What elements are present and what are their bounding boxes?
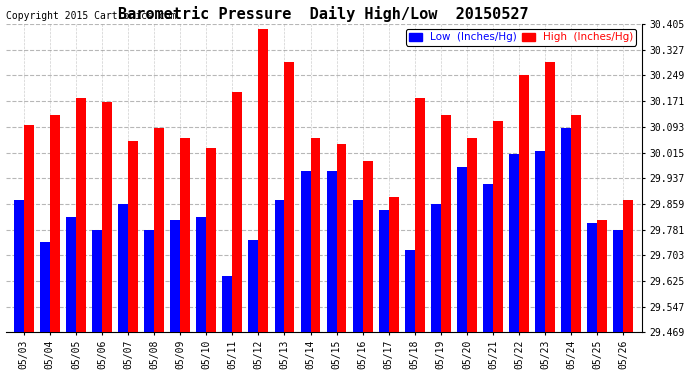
Title: Barometric Pressure  Daily High/Low  20150527: Barometric Pressure Daily High/Low 20150… — [118, 6, 529, 21]
Bar — [248, 240, 258, 332]
Bar — [154, 128, 164, 332]
Bar — [379, 210, 388, 332]
Bar — [405, 250, 415, 332]
Bar — [509, 154, 519, 332]
Bar — [493, 121, 503, 332]
Bar — [76, 98, 86, 332]
Bar — [128, 141, 138, 332]
Bar — [587, 224, 598, 332]
Bar — [50, 115, 60, 332]
Bar — [92, 230, 102, 332]
Bar — [170, 220, 180, 332]
Bar — [144, 230, 154, 332]
Bar — [415, 98, 424, 332]
Bar — [363, 161, 373, 332]
Bar — [613, 230, 623, 332]
Bar — [206, 148, 216, 332]
Bar — [388, 197, 399, 332]
Bar — [102, 102, 112, 332]
Bar — [545, 62, 555, 332]
Bar — [535, 151, 545, 332]
Bar — [14, 200, 23, 332]
Bar — [483, 184, 493, 332]
Bar — [353, 200, 363, 332]
Bar — [258, 29, 268, 332]
Bar — [431, 204, 441, 332]
Bar — [519, 75, 529, 332]
Bar — [457, 167, 467, 332]
Bar — [23, 124, 34, 332]
Bar — [284, 62, 295, 332]
Bar — [118, 204, 128, 332]
Bar — [326, 171, 337, 332]
Bar — [180, 138, 190, 332]
Bar — [301, 171, 310, 332]
Bar — [66, 217, 76, 332]
Bar — [623, 200, 633, 332]
Bar — [310, 138, 320, 332]
Bar — [561, 128, 571, 332]
Bar — [598, 220, 607, 332]
Bar — [40, 242, 50, 332]
Legend: Low  (Inches/Hg), High  (Inches/Hg): Low (Inches/Hg), High (Inches/Hg) — [406, 29, 636, 46]
Bar — [233, 92, 242, 332]
Bar — [197, 217, 206, 332]
Bar — [571, 115, 581, 332]
Bar — [222, 276, 233, 332]
Bar — [441, 115, 451, 332]
Bar — [275, 200, 284, 332]
Text: Copyright 2015 Cartronics.com: Copyright 2015 Cartronics.com — [6, 11, 176, 21]
Bar — [337, 144, 346, 332]
Bar — [467, 138, 477, 332]
